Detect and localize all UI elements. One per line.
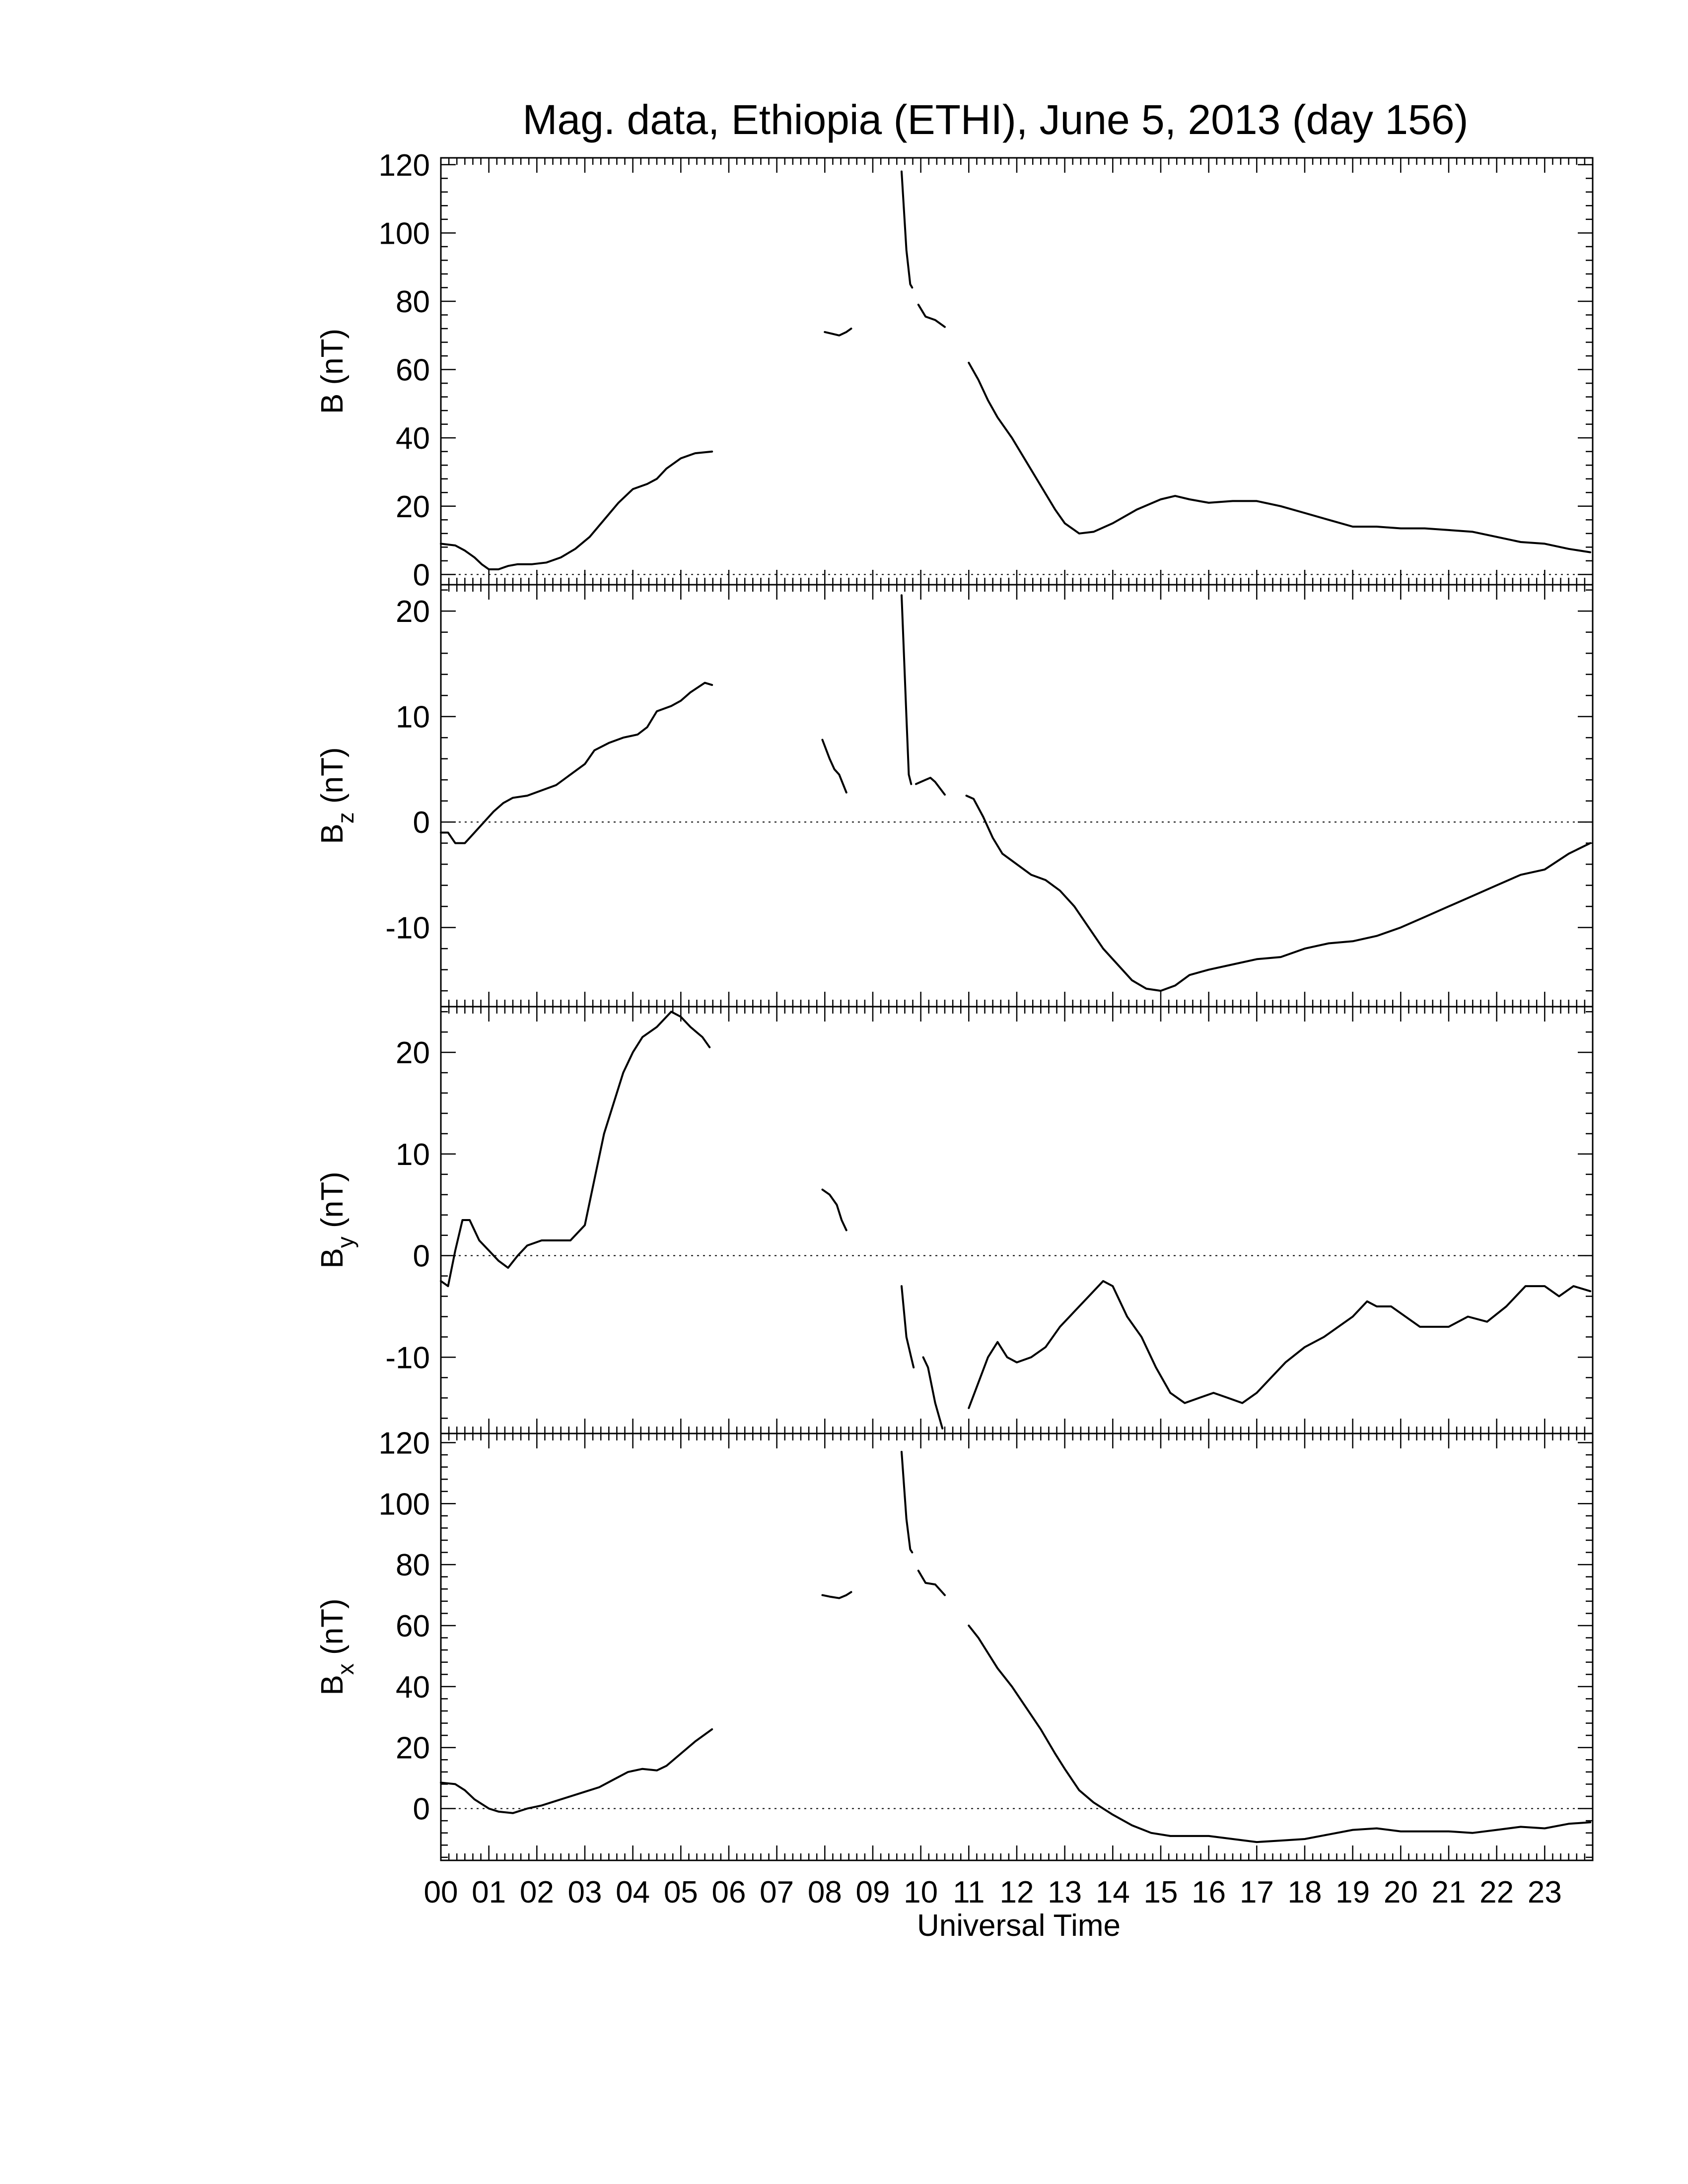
series-bx-segment [968,1625,1592,1843]
y-tick-label: 0 [413,558,430,592]
series-by-segment [968,1280,1592,1409]
y-axis-label: By (nT) [315,1171,358,1268]
y-tick-label: 10 [396,1138,430,1172]
y-tick-label: 60 [396,1609,430,1643]
series-bz-segment [901,594,913,785]
series-b-segment [440,450,713,570]
x-tick-label: 07 [760,1875,794,1910]
series-b-segment [968,361,1592,553]
y-tick-label: 20 [396,490,430,524]
x-tick-label: 23 [1528,1875,1562,1910]
x-tick-label: 09 [856,1875,890,1910]
panel-bx: 0 20 40 60 80 100 120 Bx (nT) [315,1426,1594,1861]
y-tick-label: 120 [379,148,430,183]
x-tick-label: 11 [953,1875,985,1910]
x-tick-label: 20 [1384,1875,1418,1910]
y-axis-label: Bx (nT) [315,1598,358,1695]
x-tick-label: 13 [1048,1875,1082,1910]
y-tick-label: 10 [396,700,430,735]
y-tick-label: -10 [385,911,430,946]
x-tick-label: 04 [616,1875,650,1910]
x-tick-label: 00 [424,1875,458,1910]
x-tick-label: 05 [664,1875,698,1910]
series-by-segment [901,1285,915,1368]
series-b-segment [901,170,914,289]
x-tick-label: 06 [712,1875,746,1910]
x-tick-label: 18 [1288,1875,1322,1910]
series-by-segment [821,1188,847,1231]
series-bx-segment [440,1728,713,1814]
y-tick-label: 100 [379,1487,430,1521]
y-tick-label: -10 [385,1341,430,1375]
x-tick-label: 16 [1192,1875,1226,1910]
y-axis-label: Bz (nT) [315,747,358,844]
x-tick-label: 08 [808,1875,842,1910]
series-bx-segment [917,1570,946,1596]
y-tick-label: 20 [396,595,430,629]
x-tick-label: 15 [1144,1875,1178,1910]
panel-b: 0 20 40 60 80 100 120 B (nT) [315,148,1594,592]
series-bz-segment [915,776,946,796]
y-tick-label: 100 [379,216,430,251]
x-tick-label: 03 [568,1875,602,1910]
x-tick-label: 22 [1479,1875,1514,1910]
y-tick-label: 80 [396,285,430,319]
x-tick-label: 01 [472,1875,506,1910]
series-bx-segment [901,1450,914,1554]
y-tick-label: 120 [379,1426,430,1460]
series-b-segment [824,328,852,337]
series-by-segment [922,1356,944,1430]
y-tick-label: 0 [413,806,430,840]
series-bx-segment [821,1591,852,1599]
x-tick-label: 12 [1000,1875,1034,1910]
series-by-segment [440,1011,711,1288]
y-tick-label: 0 [413,1239,430,1274]
y-tick-label: 40 [396,421,430,456]
x-tick-label: 02 [520,1875,554,1910]
y-tick-label: 0 [413,1792,430,1827]
x-tick-label: 17 [1240,1875,1274,1910]
x-axis-label: Universal Time [917,1909,1121,1943]
x-tick-label: 19 [1336,1875,1370,1910]
series-b-segment [917,303,946,328]
y-tick-label: 80 [396,1548,430,1582]
y-tick-label: 20 [396,1036,430,1070]
series-bz-segment [965,795,1592,992]
series-bz-segment [821,739,847,794]
series-bz-segment [440,682,713,844]
y-tick-label: 60 [396,353,430,388]
x-tick-label: 14 [1096,1875,1130,1910]
x-tick-label: 10 [904,1875,938,1910]
y-tick-label: 20 [396,1731,430,1766]
x-tick-label: 21 [1432,1875,1466,1910]
chart-title: Mag. data, Ethiopia (ETHI), June 5, 2013… [522,96,1468,143]
y-axis-label: B (nT) [315,329,350,414]
y-tick-label: 40 [396,1670,430,1705]
panel-bz: -10 0 10 20 Bz (nT) [315,584,1594,1008]
